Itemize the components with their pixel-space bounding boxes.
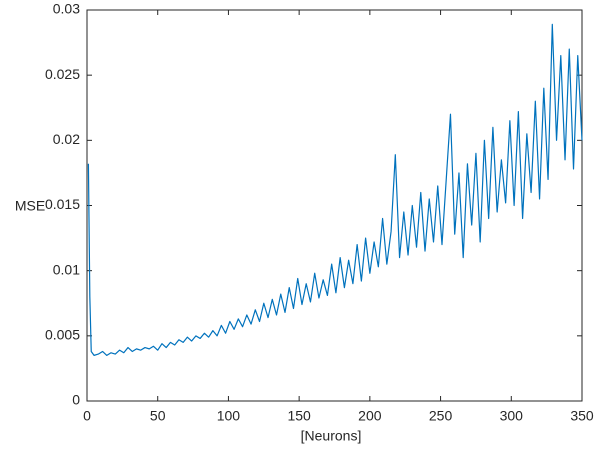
plot-frame xyxy=(86,9,583,402)
x-tick-label: 150 xyxy=(287,408,311,424)
x-axis-label: [Neurons] xyxy=(301,428,362,444)
x-tick-label: 200 xyxy=(358,408,382,424)
x-tick-label: 250 xyxy=(429,408,453,424)
data-line xyxy=(87,23,583,356)
y-tick-label: 0 xyxy=(72,392,80,408)
x-tick-label: 50 xyxy=(150,408,166,424)
y-tick-label: 0.025 xyxy=(45,66,80,82)
y-tick-label: 0.02 xyxy=(53,131,80,147)
x-tick-label: 100 xyxy=(217,408,241,424)
y-axis-label: MSE xyxy=(15,198,45,214)
x-tick-label: 350 xyxy=(570,408,594,424)
y-tick-label: 0.005 xyxy=(45,327,80,343)
y-tick-label: 0.015 xyxy=(45,196,80,212)
x-tick-label: 0 xyxy=(83,408,91,424)
y-tick-label: 0.03 xyxy=(53,1,80,17)
x-tick-label: 300 xyxy=(500,408,524,424)
y-tick-label: 0.01 xyxy=(53,261,80,277)
